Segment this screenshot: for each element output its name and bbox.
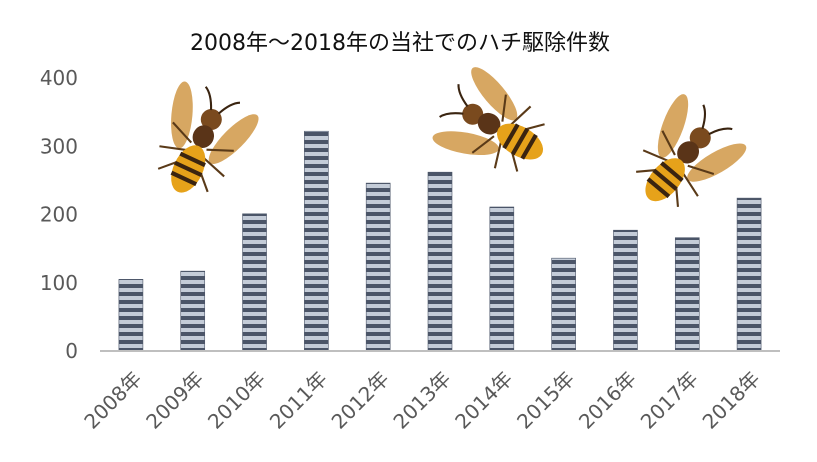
y-tick-label: 100	[40, 271, 78, 295]
bar	[736, 197, 762, 352]
bar	[242, 213, 267, 352]
x-tick-label: 2010年	[203, 367, 270, 434]
x-tick-label: 2018年	[698, 367, 765, 434]
bar	[365, 182, 391, 352]
bar	[613, 229, 638, 352]
bar	[118, 279, 144, 352]
y-tick-label: 200	[40, 203, 78, 227]
y-tick-label: 300	[40, 134, 78, 158]
x-tick-label: 2012年	[327, 367, 394, 434]
x-tick-label: 2009年	[141, 367, 208, 434]
x-tick-label: 2011年	[265, 367, 332, 434]
x-axis: 2008年2009年2010年2011年2012年2013年2014年2015年…	[79, 367, 764, 434]
bars	[118, 130, 762, 352]
bar	[551, 257, 576, 352]
hornet-icon	[611, 85, 756, 231]
bar	[180, 270, 206, 352]
y-tick-label: 0	[65, 339, 78, 363]
bar	[489, 206, 515, 352]
x-tick-label: 2017年	[636, 367, 703, 434]
x-tick-label: 2013年	[388, 367, 455, 434]
x-tick-label: 2014年	[450, 367, 517, 434]
hornet-icon	[132, 74, 268, 213]
y-axis: 0 100 200 300 400	[40, 66, 78, 363]
x-tick-label: 2008年	[79, 367, 146, 434]
bar	[427, 171, 453, 352]
bar	[674, 237, 700, 352]
x-tick-label: 2016年	[574, 367, 641, 434]
x-tick-label: 2015年	[512, 367, 579, 434]
chart-title: 2008年〜2018年の当社でのハチ駆除件数	[190, 31, 610, 56]
y-tick-label: 400	[40, 66, 78, 90]
bar	[304, 130, 329, 352]
